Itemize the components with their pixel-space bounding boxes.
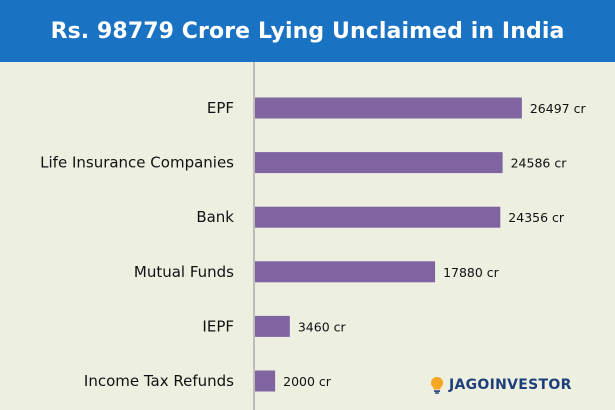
chart-header: Rs. 98779 Crore Lying Unclaimed in India [0, 0, 615, 62]
bar [255, 261, 436, 283]
bars-layer: EPF 26497 cr Life Insurance Companies 24586… [40, 97, 587, 392]
category-label: Bank [196, 208, 234, 226]
category-label: Income Tax Refunds [84, 372, 234, 390]
bar [255, 315, 290, 337]
chart-title: Rs. 98779 Crore Lying Unclaimed in India [50, 18, 565, 44]
lightbulb-icon [431, 377, 443, 394]
bar [255, 97, 522, 119]
data-label: 3460 cr [298, 319, 347, 334]
bar [255, 152, 503, 174]
bar [255, 370, 276, 392]
category-label: EPF [207, 99, 234, 117]
brand-name: JAGOINVESTOR [449, 377, 572, 393]
data-label: 26497 cr [530, 101, 587, 116]
data-label: 24356 cr [508, 210, 565, 225]
data-label: 2000 cr [283, 374, 332, 389]
data-label: 24586 cr [511, 156, 568, 171]
category-label: Mutual Funds [134, 263, 234, 281]
brand-logo: JAGOINVESTOR [430, 376, 572, 394]
category-label: Life Insurance Companies [40, 154, 234, 172]
data-label: 17880 cr [443, 265, 500, 280]
bar [255, 206, 501, 228]
category-label: IEPF [202, 317, 234, 335]
bar-chart: EPF 26497 cr Life Insurance Companies 24586… [40, 62, 587, 410]
